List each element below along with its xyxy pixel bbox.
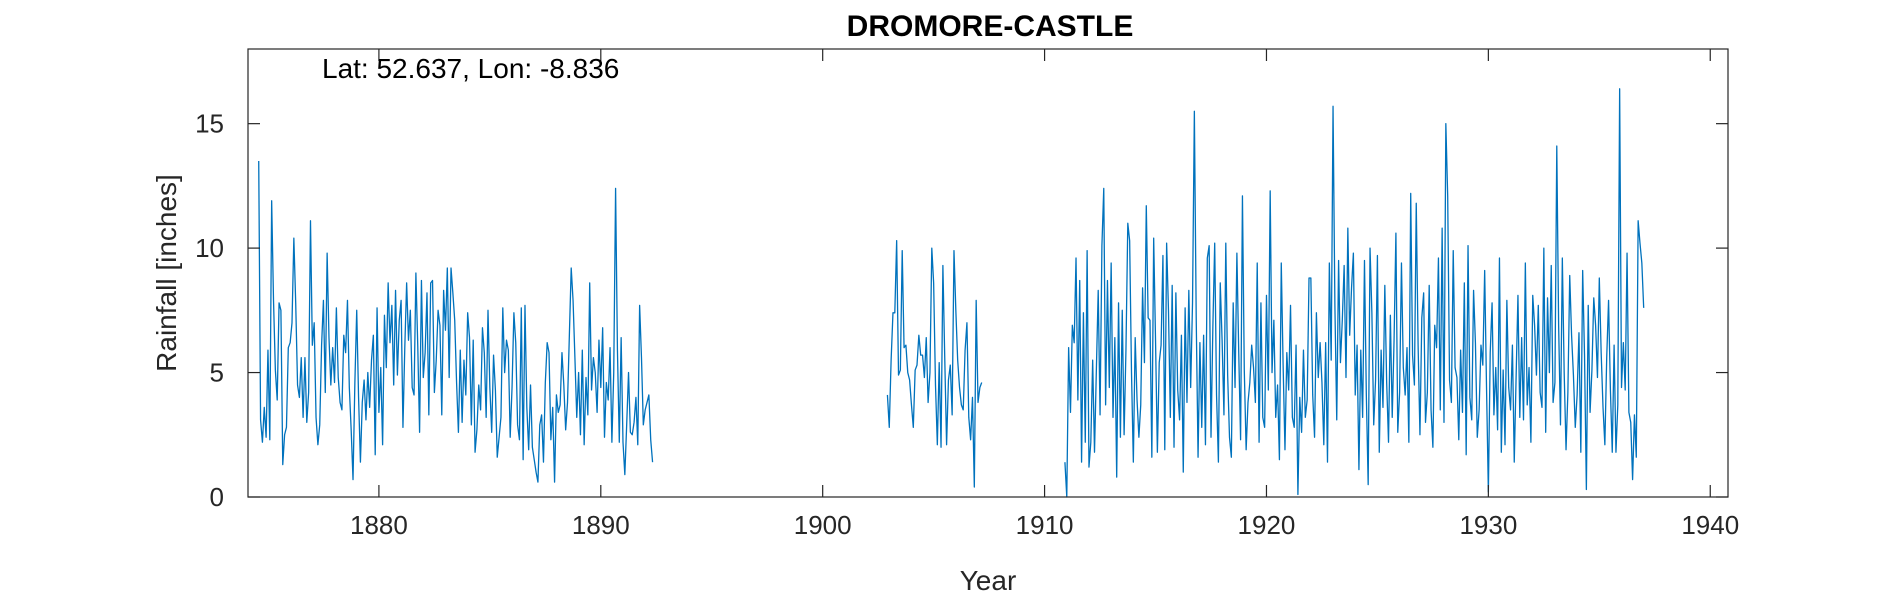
x-tick-label: 1880: [350, 510, 408, 540]
y-axis-ticks: 0 5 10 15: [195, 109, 1728, 512]
series-line-segment-1: [258, 160, 654, 483]
series-line-segment-3: [1064, 88, 1645, 498]
axes-box: [247, 48, 1729, 498]
x-tick-label: 1940: [1681, 510, 1739, 540]
x-axis-ticks: 1880 1890 1900 1910 1920 1930 1940: [350, 49, 1739, 540]
y-tick-label: 10: [195, 233, 224, 263]
x-tick-label: 1910: [1016, 510, 1074, 540]
x-tick-label: 1890: [572, 510, 630, 540]
x-tick-label: 1920: [1238, 510, 1296, 540]
x-axis-label: Year: [960, 565, 1017, 591]
y-axis-label: Rainfall [inches]: [151, 174, 182, 372]
plot-area: [258, 88, 1645, 498]
series-line-segment-2: [886, 239, 983, 488]
x-tick-label: 1930: [1459, 510, 1517, 540]
y-tick-label: 5: [210, 358, 224, 388]
chart-title: DROMORE-CASTLE: [847, 10, 1134, 43]
x-tick-label: 1900: [794, 510, 852, 540]
y-tick-label: 15: [195, 109, 224, 139]
y-tick-label: 0: [210, 482, 224, 512]
location-annotation: Lat: 52.637, Lon: -8.836: [322, 53, 619, 84]
